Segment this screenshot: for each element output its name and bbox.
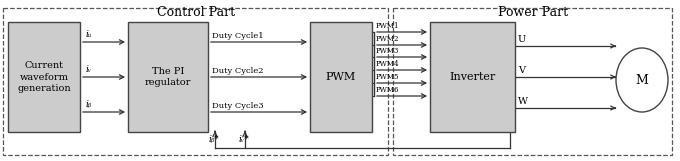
Text: PWM6: PWM6 — [376, 86, 400, 94]
Text: PWM4: PWM4 — [376, 60, 400, 68]
Text: M: M — [636, 74, 649, 86]
Text: V: V — [518, 66, 525, 75]
Bar — [128, 22, 208, 132]
Text: iᵤ: iᵤ — [86, 30, 92, 39]
Text: Inverter: Inverter — [449, 72, 496, 82]
Bar — [393, 8, 672, 155]
Text: Control Part: Control Part — [157, 6, 235, 19]
Text: Current
waveform
generation: Current waveform generation — [17, 61, 71, 93]
Bar — [430, 22, 515, 132]
Bar — [8, 22, 80, 132]
Text: W: W — [518, 97, 528, 106]
Text: Duty Cycle2: Duty Cycle2 — [212, 67, 264, 75]
Text: Power Part: Power Part — [498, 6, 568, 19]
Text: PWM3: PWM3 — [376, 47, 399, 55]
Text: PWM5: PWM5 — [376, 73, 400, 81]
Text: The PI
regulator: The PI regulator — [145, 67, 191, 87]
Text: PWM2: PWM2 — [376, 35, 400, 43]
Bar — [310, 22, 372, 132]
Text: iᵦ: iᵦ — [86, 100, 92, 109]
Text: U: U — [518, 35, 526, 44]
Text: iᵥ: iᵥ — [86, 65, 92, 74]
Text: Duty Cycle1: Duty Cycle1 — [212, 32, 264, 40]
Text: PWM1: PWM1 — [376, 22, 400, 30]
Text: Duty Cycle3: Duty Cycle3 — [212, 102, 264, 110]
Bar — [3, 8, 388, 155]
Text: iᵦ*: iᵦ* — [209, 135, 220, 144]
Text: PWM: PWM — [326, 72, 356, 82]
Text: iᵥ*: iᵥ* — [239, 135, 250, 144]
